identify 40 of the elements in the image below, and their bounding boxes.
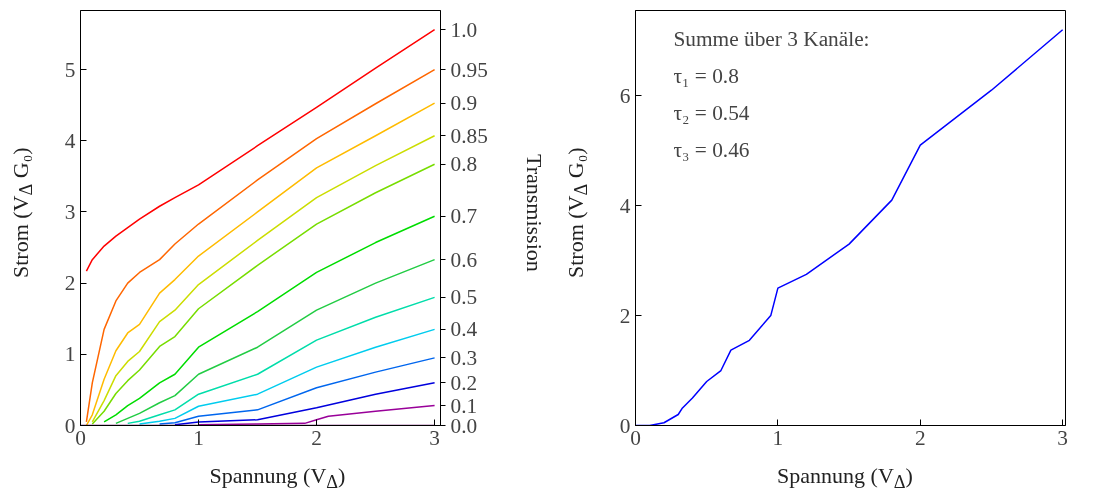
line-series xyxy=(126,296,436,425)
x-axis-title: Spannung (V$_{Δ}$) xyxy=(208,462,347,495)
series-label: 0.85 xyxy=(450,123,488,148)
series-label: 0.7 xyxy=(450,204,478,229)
series-label: 0.9 xyxy=(450,91,478,116)
y-tick-label: 5 xyxy=(64,57,76,82)
y-tick-label: 3 xyxy=(64,199,76,224)
annotation: Summe über 3 Kanäle: xyxy=(673,26,870,51)
series-label: 0.4 xyxy=(450,317,478,342)
x-axis-title: Spannung (V$_{Δ}$) xyxy=(776,462,914,495)
x-tick-label: 2 xyxy=(914,425,926,450)
series-label: 0.95 xyxy=(450,57,488,82)
y-tick-label: 2 xyxy=(619,303,631,328)
annotation: τ₃ = 0.46 xyxy=(673,137,750,162)
line-series xyxy=(85,28,436,272)
line-series xyxy=(138,328,436,425)
series-label: 0.8 xyxy=(450,152,478,177)
y-tick-label: 1 xyxy=(64,342,76,367)
annotation: τ₂ = 0.54 xyxy=(673,100,750,125)
series-label: 0.6 xyxy=(450,247,478,272)
line-series xyxy=(103,215,436,423)
y-tick-label: 6 xyxy=(619,83,631,108)
y-tick-label: 4 xyxy=(619,193,631,218)
series-label: 0.5 xyxy=(450,285,478,310)
x-tick-label: 3 xyxy=(1057,425,1068,450)
x-tick-label: 2 xyxy=(311,425,322,450)
legend-title: Transmission xyxy=(521,152,548,274)
line-series xyxy=(158,357,436,425)
x-tick-label: 3 xyxy=(429,425,440,450)
series-label: 0.3 xyxy=(450,345,478,370)
series-label: 0.2 xyxy=(450,370,478,395)
y-tick-label: 4 xyxy=(64,128,76,153)
line-series xyxy=(174,382,436,426)
x-tick-label: 1 xyxy=(193,425,204,450)
x-tick-label: 1 xyxy=(772,425,784,450)
y-tick-label: 2 xyxy=(64,271,76,296)
annotation: τ₁ = 0.8 xyxy=(673,63,739,88)
series-label: 1.0 xyxy=(450,17,478,42)
line-series xyxy=(197,404,436,426)
line-series xyxy=(115,258,436,425)
